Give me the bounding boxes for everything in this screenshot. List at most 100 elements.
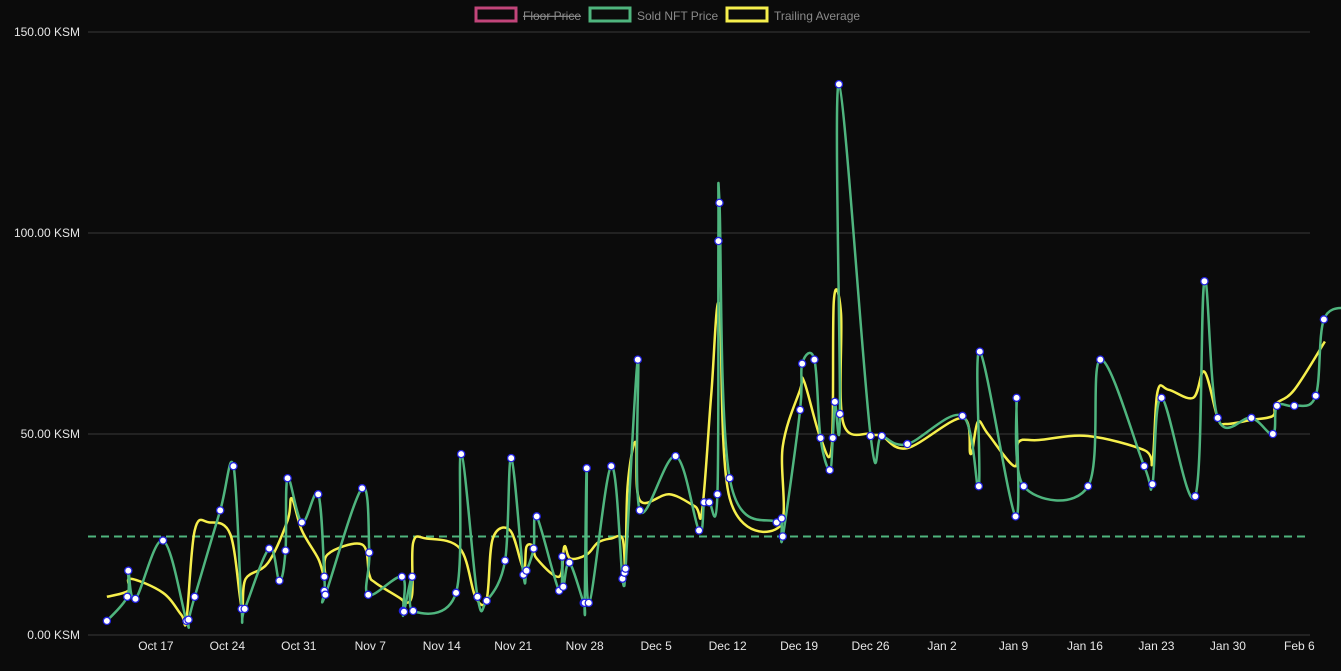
data-point[interactable]: [1148, 479, 1157, 489]
data-point[interactable]: [1011, 512, 1020, 521]
data-point[interactable]: [500, 556, 510, 565]
y-tick-label: 0.00 KSM: [27, 628, 80, 642]
data-point[interactable]: [399, 607, 409, 616]
data-point[interactable]: [694, 526, 704, 535]
x-tick-label: Jan 16: [1067, 639, 1103, 653]
data-point[interactable]: [229, 461, 238, 471]
data-point[interactable]: [778, 532, 788, 541]
data-point[interactable]: [482, 596, 491, 606]
data-point[interactable]: [835, 409, 845, 419]
x-tick-label: Dec 26: [852, 639, 890, 653]
legend-item[interactable]: Sold NFT Price: [588, 6, 718, 23]
data-point[interactable]: [264, 544, 274, 553]
data-point[interactable]: [958, 411, 967, 421]
data-point[interactable]: [825, 465, 834, 475]
data-point[interactable]: [635, 506, 645, 515]
data-point[interactable]: [313, 490, 323, 499]
data-point[interactable]: [407, 572, 417, 581]
data-point[interactable]: [1157, 393, 1166, 403]
data-point[interactable]: [621, 564, 630, 573]
data-point[interactable]: [1200, 276, 1209, 286]
data-point[interactable]: [158, 536, 168, 545]
data-point[interactable]: [828, 433, 838, 443]
data-point[interactable]: [1268, 429, 1278, 439]
legend-swatch: [474, 6, 518, 23]
x-tick-label: Nov 21: [494, 639, 532, 653]
data-point[interactable]: [797, 359, 807, 368]
data-point[interactable]: [321, 590, 330, 600]
data-point[interactable]: [725, 473, 734, 483]
data-point[interactable]: [866, 431, 875, 441]
data-point[interactable]: [903, 439, 912, 449]
data-point[interactable]: [281, 546, 290, 555]
data-point[interactable]: [1190, 492, 1200, 501]
legend-item[interactable]: Floor Price: [474, 6, 581, 23]
data-point[interactable]: [320, 572, 329, 581]
data-point[interactable]: [557, 552, 567, 561]
data-point[interactable]: [1139, 461, 1149, 471]
data-point[interactable]: [397, 572, 407, 581]
x-tick-label: Jan 23: [1138, 639, 1174, 653]
data-point[interactable]: [1311, 391, 1320, 401]
data-point[interactable]: [705, 498, 714, 507]
x-tick-label: Jan 2: [927, 639, 957, 653]
data-point[interactable]: [1213, 413, 1222, 423]
data-point[interactable]: [275, 576, 284, 585]
data-point[interactable]: [713, 490, 722, 499]
data-point[interactable]: [777, 514, 786, 523]
data-point[interactable]: [1319, 315, 1329, 324]
data-point[interactable]: [1019, 482, 1028, 491]
data-point[interactable]: [974, 482, 984, 491]
legend-item[interactable]: Trailing Average: [725, 6, 860, 23]
data-point[interactable]: [532, 512, 541, 521]
data-point[interactable]: [215, 506, 225, 515]
data-point[interactable]: [565, 558, 574, 567]
data-point[interactable]: [558, 582, 568, 592]
data-point[interactable]: [522, 566, 531, 575]
data-point[interactable]: [124, 566, 133, 575]
data-point[interactable]: [451, 588, 461, 598]
data-point[interactable]: [190, 592, 199, 602]
data-point[interactable]: [473, 592, 482, 602]
data-point[interactable]: [131, 594, 140, 604]
data-point[interactable]: [584, 598, 594, 608]
data-point[interactable]: [606, 461, 616, 471]
data-point[interactable]: [830, 397, 840, 407]
data-point[interactable]: [456, 449, 466, 459]
data-point[interactable]: [363, 590, 373, 600]
data-point[interactable]: [1096, 355, 1105, 364]
data-point[interactable]: [240, 604, 249, 614]
data-point[interactable]: [1272, 401, 1282, 411]
data-point[interactable]: [1083, 482, 1093, 491]
data-point[interactable]: [975, 347, 985, 356]
data-point[interactable]: [184, 615, 193, 624]
x-tick-label: Nov 7: [355, 639, 387, 653]
data-point[interactable]: [365, 548, 374, 557]
data-point[interactable]: [1290, 401, 1299, 411]
data-point[interactable]: [816, 433, 825, 443]
data-point[interactable]: [283, 473, 292, 483]
data-point[interactable]: [357, 484, 367, 493]
data-point[interactable]: [810, 355, 819, 364]
data-point[interactable]: [795, 405, 805, 415]
data-point[interactable]: [671, 451, 680, 461]
data-point[interactable]: [715, 198, 724, 208]
data-point[interactable]: [102, 616, 112, 626]
data-point[interactable]: [408, 606, 418, 616]
data-point[interactable]: [834, 80, 844, 89]
data-point[interactable]: [633, 355, 643, 364]
data-point[interactable]: [529, 544, 538, 553]
data-point[interactable]: [297, 518, 307, 527]
data-point[interactable]: [123, 592, 132, 602]
data-point[interactable]: [877, 431, 887, 441]
series-layer: [105, 83, 1341, 629]
y-tick-label: 50.00 KSM: [21, 427, 80, 441]
grid-layer: [88, 31, 1310, 636]
legend[interactable]: Floor Price Sold NFT Price Trailing Averag…: [474, 6, 860, 23]
x-tick-label: Dec 19: [780, 639, 818, 653]
data-point[interactable]: [506, 453, 516, 463]
data-point[interactable]: [714, 236, 723, 246]
data-point[interactable]: [1247, 413, 1256, 423]
data-point[interactable]: [582, 463, 591, 473]
data-point[interactable]: [1012, 393, 1021, 403]
